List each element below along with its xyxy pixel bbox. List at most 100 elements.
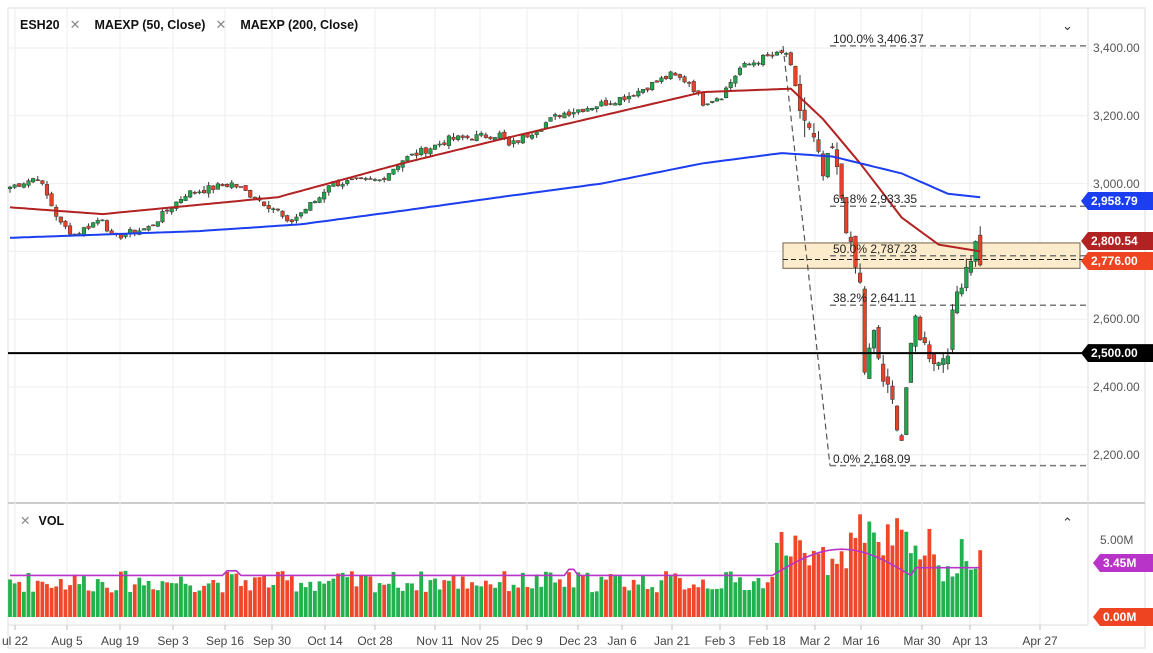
volume-bar [294, 591, 299, 617]
volume-bar [234, 573, 239, 617]
volume-bar [308, 581, 313, 617]
volume-bar [668, 576, 673, 617]
volume-bar [183, 583, 188, 617]
candle-body [784, 53, 789, 55]
price-axis-label: 2,400.00 [1093, 380, 1140, 394]
candle-body [326, 185, 331, 193]
candle-body [7, 186, 13, 190]
volume-bar [225, 571, 230, 617]
volume-bar [465, 588, 470, 617]
candle-body [275, 208, 281, 211]
volume-bar [756, 578, 761, 617]
volume-bar [904, 531, 909, 617]
candle-body [862, 288, 867, 373]
candle-body [520, 134, 525, 144]
volume-bar [91, 591, 96, 617]
candle-body [737, 67, 743, 75]
price-tag-level: 2,500.00 [1081, 344, 1153, 363]
remove-indicator-icon[interactable]: ✕ [69, 17, 81, 32]
volume-bar [848, 532, 853, 617]
candle-body [368, 178, 373, 180]
candle-body [405, 156, 410, 162]
volume-bar [26, 572, 31, 617]
candle-body [215, 183, 220, 190]
volume-bar [428, 580, 433, 617]
chevron-down-icon[interactable]: ⌄ [1062, 18, 1073, 33]
candle-body [968, 260, 974, 273]
chevron-up-icon[interactable]: ⌃ [1062, 515, 1073, 530]
date-label: Feb 18 [748, 634, 786, 648]
fib-level-label: 50.0% 2,787.23 [833, 241, 918, 256]
candle-body [409, 153, 414, 156]
candle-body [289, 219, 294, 222]
date-label: Jan 6 [607, 634, 637, 648]
candle-body [673, 72, 678, 76]
candle-body [63, 220, 68, 227]
volume-bar [271, 585, 276, 617]
volume-bar [945, 566, 950, 617]
candle-body [580, 108, 585, 112]
volume-bar [82, 576, 86, 617]
candle-body [419, 148, 424, 155]
candle-body [363, 178, 368, 180]
candle-body [372, 179, 378, 181]
volume-bar [502, 571, 507, 617]
candle-body [317, 197, 322, 203]
candle-body [516, 140, 521, 143]
volume-bar [280, 571, 285, 617]
candle-body [414, 152, 419, 156]
volume-bar [442, 580, 447, 617]
volume-bar [396, 587, 400, 617]
volume-bar [155, 590, 160, 617]
volume-legend: ✕ VOL [20, 513, 64, 529]
date-label: Aug 19 [100, 634, 140, 648]
candle-body [922, 337, 927, 343]
volume-bar [811, 550, 816, 617]
candle-body [178, 199, 183, 204]
candle-body [756, 62, 761, 65]
volume-bar [913, 545, 918, 617]
volume-bar [548, 572, 553, 617]
ma200-legend[interactable]: MAEXP (200, Close) [240, 18, 359, 32]
candle-body [548, 117, 553, 122]
volume-bar [719, 588, 724, 617]
volume-bar [142, 585, 146, 617]
ma50-legend[interactable]: MAEXP (50, Close) [94, 18, 206, 32]
volume-bar [382, 584, 387, 617]
volume-bar [617, 576, 622, 617]
remove-indicator-icon[interactable]: ✕ [215, 17, 227, 32]
volume-bar [497, 582, 502, 617]
candle-body [640, 89, 645, 93]
remove-indicator-icon[interactable]: ✕ [20, 514, 31, 528]
price-axis-label: 2,600.00 [1093, 312, 1140, 327]
date-label: Sep 3 [157, 634, 189, 648]
date-label: Sep 30 [252, 634, 292, 648]
volume-bar [714, 588, 719, 617]
candle-body [821, 153, 826, 177]
volume-bar [377, 583, 382, 617]
candle-body [566, 111, 572, 116]
candle-body [571, 112, 576, 115]
candle-body [211, 185, 216, 190]
volume-bar [765, 582, 770, 617]
volume-bar [571, 587, 576, 617]
candle-body [271, 208, 276, 211]
candle-body [950, 309, 955, 350]
volume-bar [691, 584, 696, 617]
volume-bar [206, 583, 211, 617]
candle-body [825, 153, 830, 178]
volume-bar [266, 587, 271, 617]
volume-bar [289, 576, 294, 617]
volume-bar [423, 591, 428, 617]
candle-body [751, 62, 756, 66]
volume-bar [964, 561, 969, 617]
volume-bar [86, 590, 91, 617]
volume-bar [654, 592, 659, 617]
volume-bar [918, 559, 923, 617]
volume-bar [202, 585, 206, 617]
candle-body [885, 376, 890, 385]
volume-bar [604, 579, 608, 617]
candle-body [931, 354, 937, 364]
